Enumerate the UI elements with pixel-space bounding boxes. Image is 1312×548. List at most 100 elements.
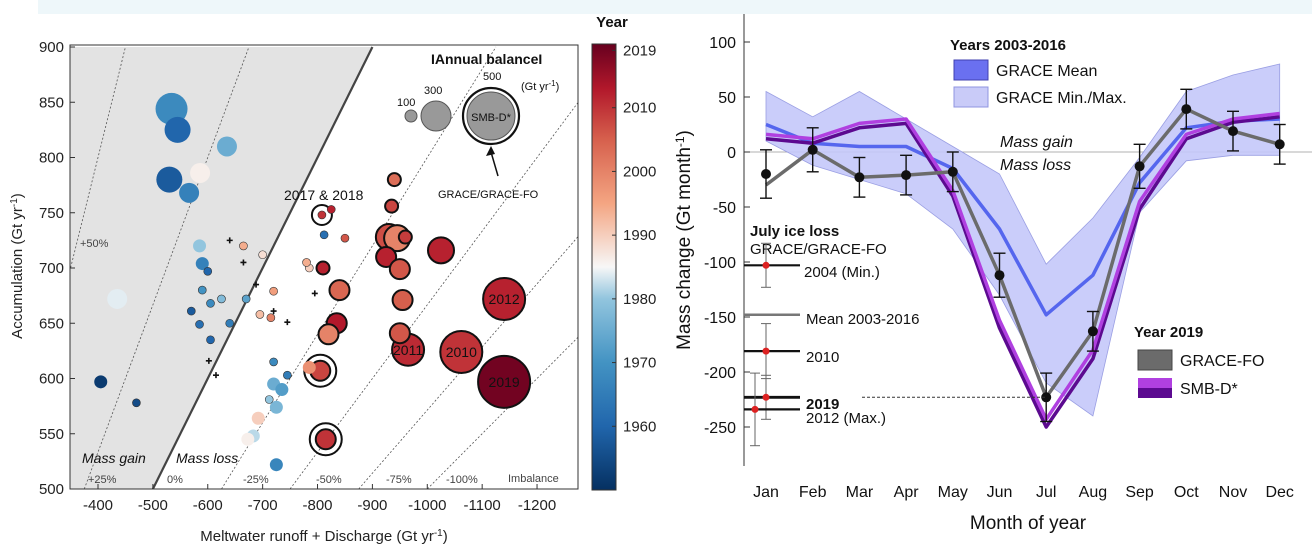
july-ice-loss-subtitle: GRACE/GRACE-FO [750, 241, 887, 258]
imbalance-line-label: -25% [243, 474, 269, 486]
colorbar-tick-label: 1990 [623, 227, 656, 244]
left-x-ticks: -400 -500 -600 -700 -800 -900 -1000 -1100 -1200 [83, 484, 556, 514]
grace-fo-point [1274, 139, 1285, 150]
scatter-point [391, 289, 414, 312]
scatter-point [283, 370, 292, 380]
scatter-point [197, 285, 207, 295]
right-y-axis-label: Mass change (Gt month-1) [673, 130, 695, 350]
colorbar-gradient [591, 43, 617, 491]
july-2010-label: 2010 [806, 349, 839, 366]
scatter-point [264, 395, 274, 404]
scatter-point [397, 229, 413, 245]
smb-line-b [765, 111, 1280, 422]
scatter-point [190, 162, 211, 183]
scatter-point [266, 313, 276, 323]
mass-gain-label-right: Mass gain [1000, 134, 1073, 151]
legend-2019-title: Year 2019 [1134, 324, 1203, 341]
imbalance-line-labels: +50% +25% 0% -25% -50% -75% -100% [80, 238, 478, 486]
right-chart: -250 -200 -150 -100 -50 0 50 100 Jan Feb Mar Apr Ma… [673, 14, 1312, 534]
scatter-point [239, 241, 248, 251]
scatter-points: 2019 2010 2012 2011 [94, 92, 532, 472]
left-x-tick-label: -500 [138, 497, 168, 514]
scatter-point [386, 172, 402, 188]
left-x-tick-label: -1200 [518, 497, 556, 514]
colorbar-tick-label: 1960 [623, 418, 656, 435]
annotation-2017-2018: 2017 & 2018 [284, 187, 364, 203]
scatter-point [94, 375, 108, 389]
scatter-point [164, 116, 191, 143]
left-y-tick-label: 600 [39, 371, 64, 388]
right-x-tick-label: Aug [1079, 484, 1107, 501]
scatter-point [317, 210, 327, 220]
grace-fo-point [947, 166, 958, 177]
scatter-point [203, 267, 213, 276]
scatter-point [439, 329, 484, 374]
left-y-tick-label: 550 [39, 426, 64, 443]
cross-marker [226, 237, 233, 244]
scatter-point [302, 258, 311, 267]
legend-smb-label: SMB-D* [1180, 381, 1238, 398]
size-legend-smb-label: SMB-D* [471, 112, 511, 124]
size-legend-pointer-label: GRACE/GRACE-FO [438, 189, 539, 201]
july-ice-loss-title: July ice loss [750, 223, 839, 240]
scatter-point [195, 257, 209, 271]
grace-fo-point [1134, 161, 1145, 172]
left-chart: 2019 2010 2012 2011 -400 -500 -600 -700 -800 -90… [9, 14, 656, 545]
top-strip [38, 0, 1312, 14]
size-legend-circle-smb [466, 91, 516, 141]
imbalance-line [358, 236, 578, 489]
right-y-tick-label: -250 [704, 420, 736, 437]
right-x-tick-label: Oct [1174, 484, 1199, 501]
right-y-tick-label: 100 [709, 35, 736, 52]
grace-fo-point [994, 270, 1005, 281]
scatter-point [195, 320, 204, 329]
right-x-tick-label: Jan [753, 484, 779, 501]
cross-marker [212, 372, 219, 379]
mass-gain-label: Mass gain [82, 450, 146, 466]
scatter-point-label: 2019 [489, 374, 520, 390]
grace-fo-point [1041, 392, 1052, 403]
scatter-point-label: 2010 [446, 344, 477, 360]
colorbar-tick-label: 2019 [623, 42, 656, 59]
scatter-point [326, 205, 336, 214]
legend-smb-swatch-a [1138, 378, 1172, 388]
right-y-tick-label: -200 [704, 365, 736, 382]
cross-marker [270, 308, 277, 315]
right-x-ticks: Jan Feb Mar Apr May Jun Jul Aug Sep Oct Nov Dec [753, 484, 1294, 501]
legend-mean-label: GRACE Mean [996, 63, 1097, 80]
size-legend-circle-300 [420, 100, 452, 132]
july-point [751, 405, 759, 413]
size-legend-title: IAnnual balanceI [431, 51, 542, 67]
imbalance-label: Imbalance [508, 473, 559, 485]
cross-marker [205, 357, 212, 364]
right-y-tick-label: 0 [727, 145, 736, 162]
right-x-tick-label: Apr [894, 484, 920, 501]
july-point [762, 347, 770, 355]
legend-year-2019: Year 2019 GRACE-FO SMB-D* [1134, 324, 1264, 398]
legend-minmax-swatch [953, 86, 989, 108]
smb-line-a [765, 115, 1280, 429]
legend-years-title: Years 2003-2016 [950, 37, 1066, 54]
legend-minmax-label: GRACE Min./Max. [996, 90, 1127, 107]
right-x-tick-label: Mar [846, 484, 874, 501]
grace-fo-point [1228, 126, 1238, 137]
july-point [762, 261, 770, 269]
grace-fo-line [764, 107, 1281, 400]
july-2004-label: 2004 (Min.) [804, 264, 880, 281]
imbalance-line-label: +25% [88, 474, 117, 486]
july-ice-loss-panel: July ice loss GRACE/GRACE-FO 2004 (Min.)… [744, 223, 919, 447]
left-x-tick-label: -400 [83, 497, 113, 514]
grace-ring [308, 422, 343, 457]
size-legend-sizes-500: 500 [483, 71, 501, 83]
legend-mean-swatch [953, 59, 989, 81]
size-legend-circle-100 [404, 109, 418, 123]
imbalance-line-label: -50% [316, 474, 342, 486]
right-x-tick-label: Nov [1219, 484, 1247, 501]
imbalance-line-label: -75% [386, 474, 412, 486]
right-x-tick-label: Feb [799, 484, 827, 501]
right-x-axis-label: Month of year [970, 513, 1087, 534]
mass-loss-label-right: Mass loss [1000, 157, 1071, 174]
left-x-tick-label: -1000 [408, 497, 446, 514]
scatter-point [275, 383, 289, 397]
left-y-tick-label: 850 [39, 94, 64, 111]
